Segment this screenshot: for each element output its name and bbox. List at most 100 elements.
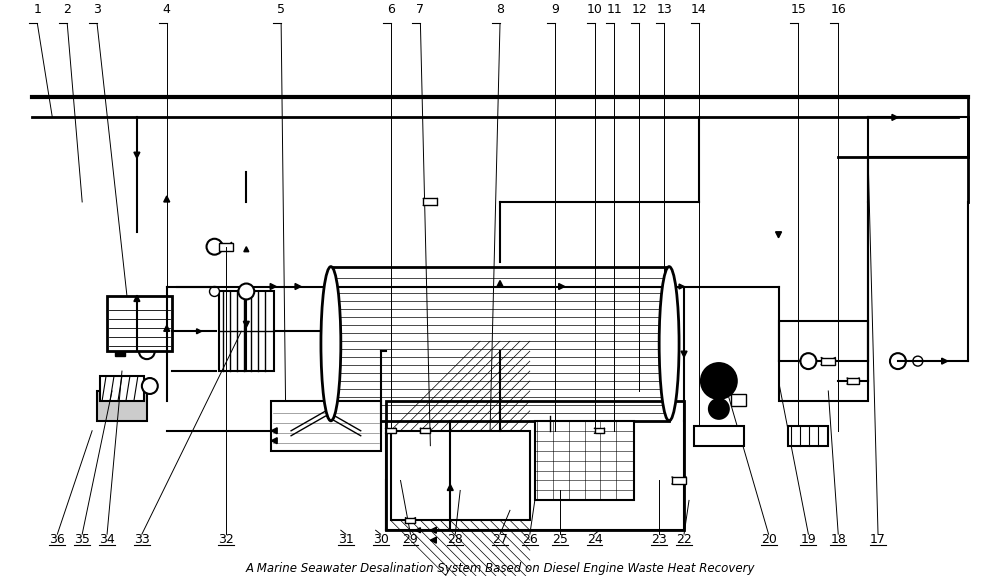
Text: 35: 35 [74,533,90,546]
Bar [694,426,744,446]
Circle shape [709,399,729,419]
Circle shape [890,353,906,369]
Text: 26: 26 [522,533,538,546]
Text: 14: 14 [691,3,707,16]
Bar [107,297,172,351]
Bar [391,431,530,520]
Text: 17: 17 [870,533,886,546]
Polygon shape [270,283,276,290]
Text: 18: 18 [830,533,846,546]
Polygon shape [197,329,202,334]
Text: 2: 2 [63,3,71,16]
Text: 19: 19 [801,533,816,546]
Text: 27: 27 [492,533,508,546]
Bar [535,421,634,501]
Circle shape [112,339,122,349]
Text: 7: 7 [416,3,424,16]
Circle shape [238,283,254,300]
Text: 8: 8 [496,3,504,16]
Polygon shape [430,527,436,533]
Polygon shape [243,321,249,327]
Polygon shape [164,196,170,202]
Bar [100,376,144,401]
Bar [821,358,835,365]
Polygon shape [269,299,274,304]
Bar [331,267,669,421]
Polygon shape [134,295,140,301]
Text: 16: 16 [830,3,846,16]
Bar [788,426,828,446]
Bar [731,394,746,406]
Circle shape [701,363,737,399]
Bar [271,401,381,450]
Polygon shape [295,283,301,290]
Polygon shape [776,232,782,238]
Text: 33: 33 [134,533,150,546]
Polygon shape [699,431,739,441]
Circle shape [142,378,158,394]
Bar [115,350,125,356]
Polygon shape [681,351,687,357]
Text: 15: 15 [791,3,806,16]
Text: 36: 36 [49,533,65,546]
Text: 11: 11 [607,3,622,16]
Polygon shape [447,484,453,490]
Text: A Marine Seawater Desalination System Based on Diesel Engine Waste Heat Recovery: A Marine Seawater Desalination System Ba… [245,562,755,575]
Text: 31: 31 [338,533,354,546]
Text: 30: 30 [373,533,389,546]
Polygon shape [497,281,503,286]
Text: 28: 28 [447,533,463,546]
Text: 32: 32 [219,533,234,546]
Polygon shape [331,329,336,334]
Polygon shape [942,358,948,364]
Text: 24: 24 [587,533,602,546]
Polygon shape [244,247,249,252]
Polygon shape [164,325,170,331]
Text: 10: 10 [587,3,602,16]
Text: 12: 12 [631,3,647,16]
Text: 6: 6 [387,3,395,16]
Bar [423,199,437,206]
Ellipse shape [659,267,679,421]
Bar [112,326,142,346]
Bar [779,321,868,401]
Polygon shape [498,346,502,351]
Bar [219,291,274,371]
Circle shape [139,343,155,359]
Text: 20: 20 [761,533,777,546]
Polygon shape [679,284,684,289]
Text: 23: 23 [651,533,667,546]
Circle shape [210,286,219,297]
Text: 4: 4 [163,3,171,16]
Bar [97,391,147,421]
Text: 25: 25 [552,533,568,546]
Text: 9: 9 [551,3,559,16]
Polygon shape [892,115,898,120]
Polygon shape [271,438,277,444]
Polygon shape [271,428,277,434]
Polygon shape [134,152,140,158]
Text: 34: 34 [99,533,115,546]
Polygon shape [269,354,274,359]
Text: 22: 22 [676,533,692,546]
Text: 5: 5 [277,3,285,16]
Polygon shape [545,416,555,426]
Text: 1: 1 [33,3,41,16]
Polygon shape [430,537,436,543]
Circle shape [207,239,222,255]
Polygon shape [559,283,565,290]
Bar [672,477,686,484]
Bar [595,429,604,433]
Circle shape [913,356,923,366]
Polygon shape [415,528,420,533]
Bar [420,429,430,433]
Text: 29: 29 [403,533,418,546]
Bar [405,518,415,523]
Text: 3: 3 [93,3,101,16]
Bar [219,242,233,251]
Bar [386,401,684,530]
Bar [386,429,396,433]
Circle shape [800,353,816,369]
Bar [847,378,859,384]
Text: 13: 13 [656,3,672,16]
